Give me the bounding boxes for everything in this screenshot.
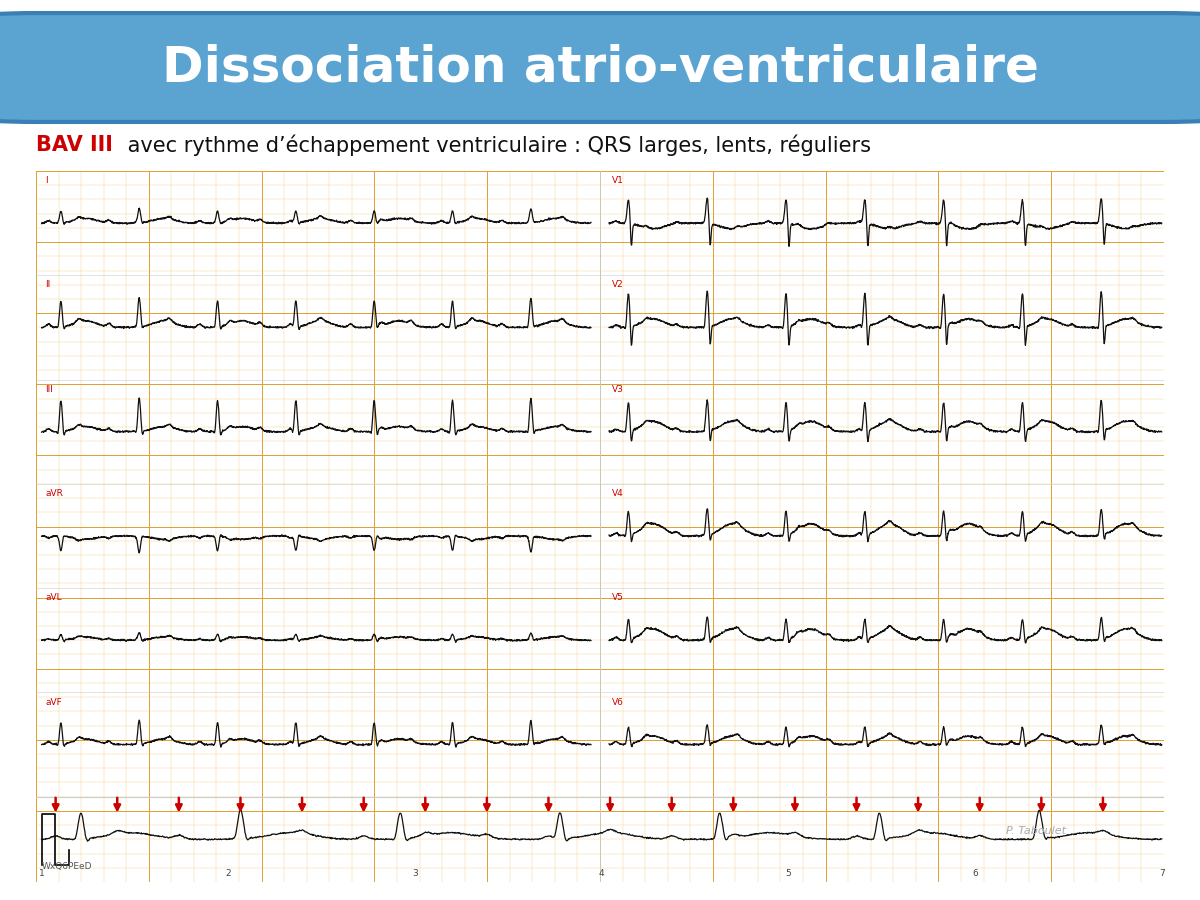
Text: aVL: aVL bbox=[46, 593, 61, 602]
Text: II: II bbox=[46, 281, 50, 290]
Text: WxQ6PEeD: WxQ6PEeD bbox=[42, 862, 92, 871]
Text: 1: 1 bbox=[38, 869, 44, 878]
Text: V2: V2 bbox=[612, 281, 624, 290]
Text: V1: V1 bbox=[612, 176, 624, 185]
Text: 4: 4 bbox=[599, 869, 605, 878]
Text: 5: 5 bbox=[786, 869, 791, 878]
Text: 6: 6 bbox=[972, 869, 978, 878]
Text: aVF: aVF bbox=[46, 698, 61, 706]
Text: V5: V5 bbox=[612, 593, 624, 602]
Text: V4: V4 bbox=[612, 489, 624, 498]
FancyBboxPatch shape bbox=[0, 13, 1200, 122]
Text: 2: 2 bbox=[226, 869, 232, 878]
Text: V6: V6 bbox=[612, 698, 624, 706]
Text: 7: 7 bbox=[1159, 869, 1165, 878]
Text: BAV III: BAV III bbox=[36, 135, 113, 155]
Text: III: III bbox=[46, 385, 53, 394]
Text: P. Taboulet: P. Taboulet bbox=[1006, 826, 1066, 836]
Text: avec rythme d’échappement ventriculaire : QRS larges, lents, réguliers: avec rythme d’échappement ventriculaire … bbox=[120, 134, 871, 156]
Text: aVR: aVR bbox=[46, 489, 62, 498]
Text: Dissociation atrio-ventriculaire: Dissociation atrio-ventriculaire bbox=[162, 43, 1038, 92]
Text: 3: 3 bbox=[412, 869, 418, 878]
Text: I: I bbox=[46, 176, 48, 185]
Text: V3: V3 bbox=[612, 385, 624, 394]
